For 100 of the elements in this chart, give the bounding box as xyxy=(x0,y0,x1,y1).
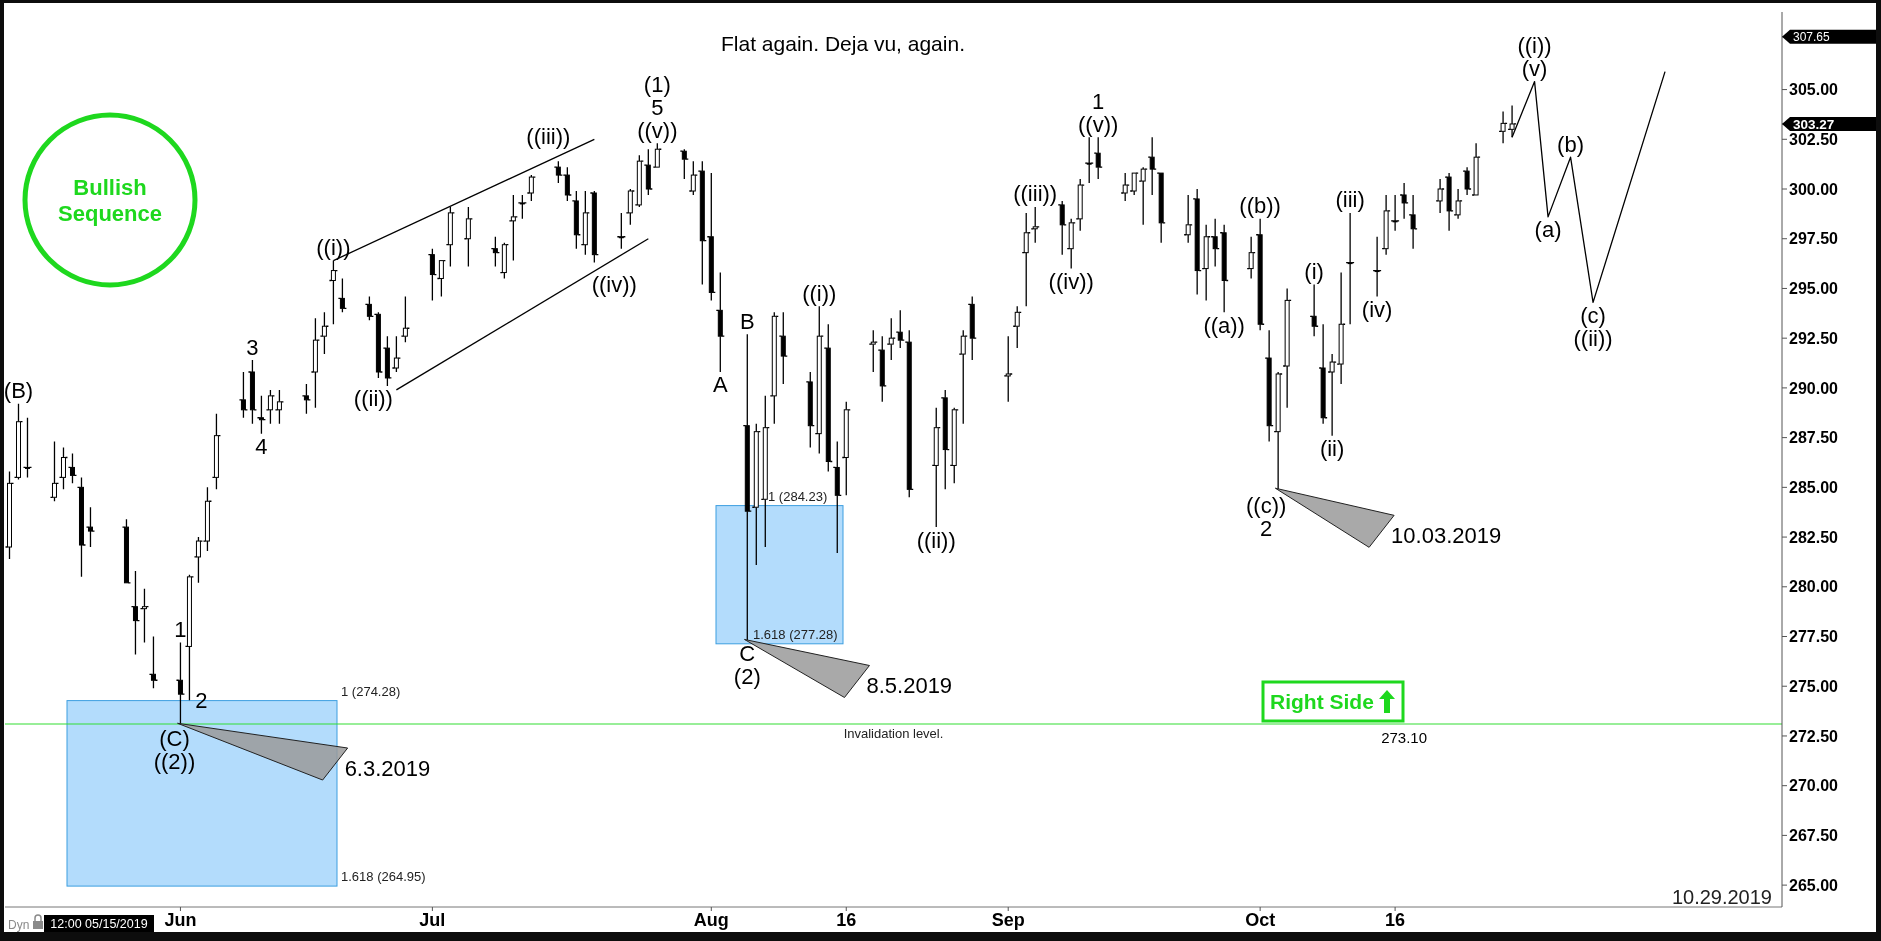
text: Flat again. Deja vu, again. xyxy=(721,31,965,55)
annotation: 2 xyxy=(195,687,208,713)
annotation: ((i)) xyxy=(316,235,351,261)
annotation: ((ii)) xyxy=(916,527,956,553)
y-tick-label: 265.00 xyxy=(1789,876,1839,894)
x-tick-label: 16 xyxy=(836,909,857,930)
annotation: 4 xyxy=(255,434,268,460)
annotation: (iii) xyxy=(1335,187,1365,213)
text: Dyn xyxy=(8,918,30,932)
annotation: (iv) xyxy=(1361,296,1393,322)
candlestick xyxy=(1266,329,1272,443)
candlestick xyxy=(1212,218,1218,268)
annotation: 6.3.2019 xyxy=(344,755,431,781)
annotation: ((b)) xyxy=(1239,193,1281,219)
candlestick xyxy=(510,194,516,262)
candlestick xyxy=(1203,224,1209,302)
annotation: ((c)) xyxy=(1245,492,1287,518)
candlestick xyxy=(582,190,588,256)
candlestick xyxy=(879,335,885,403)
candlestick xyxy=(816,305,822,455)
candlestick xyxy=(492,236,498,268)
candlestick xyxy=(1437,178,1443,214)
candlestick xyxy=(627,188,633,226)
candlestick xyxy=(843,401,849,496)
annotation: 1.618 (264.95) xyxy=(341,869,426,884)
candlestick xyxy=(501,242,507,280)
annotation: ((i)) xyxy=(802,280,837,306)
x-tick-label: Aug xyxy=(693,909,729,930)
y-tick-label: 275.00 xyxy=(1789,677,1839,695)
candlestick xyxy=(528,174,534,202)
candlestick xyxy=(1473,142,1479,196)
candlestick xyxy=(465,206,471,268)
y-tick-label: 307.65 xyxy=(1793,30,1831,45)
candlestick xyxy=(1194,188,1200,296)
candlestick xyxy=(1185,194,1191,244)
annotation: 8.5.2019 xyxy=(866,672,953,698)
candlestick xyxy=(1464,166,1470,196)
candlestick xyxy=(969,295,975,361)
candlestick xyxy=(744,333,750,642)
y-tick-label: 267.50 xyxy=(1789,827,1839,845)
annotation: 1 (284.23) xyxy=(768,488,828,504)
candlestick xyxy=(681,148,687,180)
candlestick xyxy=(564,166,570,202)
candlestick xyxy=(1068,218,1074,270)
candlestick xyxy=(636,154,642,208)
candlestick xyxy=(690,160,696,196)
annotation: (ii) xyxy=(1319,436,1345,462)
candlestick xyxy=(573,190,579,250)
candlestick xyxy=(807,371,813,449)
candlestick xyxy=(1059,200,1065,256)
annotation: (a) xyxy=(1534,217,1562,243)
candlestick xyxy=(1131,172,1137,196)
candlestick xyxy=(1500,110,1506,144)
candlestick xyxy=(1320,323,1326,425)
candlestick xyxy=(1455,188,1461,220)
text: 12:00 05/15/2019 xyxy=(50,916,148,931)
y-tick-label: 287.50 xyxy=(1789,429,1839,447)
annotation: 3 xyxy=(246,334,259,360)
y-tick-label: 302.50 xyxy=(1789,130,1839,148)
candlestick xyxy=(888,317,894,361)
y-tick-label: 305.00 xyxy=(1789,81,1839,99)
candlestick xyxy=(762,395,768,548)
candlestick xyxy=(1275,371,1281,490)
y-tick-label: 277.50 xyxy=(1789,628,1839,646)
candlestick xyxy=(1383,194,1389,256)
x-tick-label: 16 xyxy=(1385,909,1406,930)
candlestick xyxy=(1257,218,1263,331)
candlestick xyxy=(834,440,840,554)
annotation: 10.29.2019 xyxy=(1671,886,1772,908)
candlestick xyxy=(942,389,948,490)
candlestick xyxy=(771,311,777,425)
candlestick xyxy=(1221,224,1227,313)
candlestick xyxy=(906,329,912,498)
y-tick-label: 297.50 xyxy=(1789,230,1839,248)
annotation: (i) xyxy=(1304,258,1324,284)
candlestick xyxy=(1338,271,1344,385)
annotation: (2) xyxy=(733,663,761,689)
candlestick xyxy=(645,148,651,196)
candlestick xyxy=(1122,172,1128,202)
annotation: ((a)) xyxy=(1203,312,1245,338)
y-tick-label: 292.50 xyxy=(1789,329,1839,347)
y-tick-label: 282.50 xyxy=(1789,528,1839,546)
x-tick-label: Oct xyxy=(1245,909,1276,930)
annotation: ((iii)) xyxy=(526,123,571,149)
annotation: ((iv)) xyxy=(591,272,637,298)
candlestick xyxy=(753,423,759,566)
y-tick-label: 303.27 xyxy=(1793,116,1835,132)
annotation: 1 (274.28) xyxy=(341,683,401,699)
candlestick xyxy=(1158,172,1164,244)
candlestick xyxy=(1446,172,1452,232)
annotation: ((iii)) xyxy=(1013,181,1058,207)
y-tick-label: 300.00 xyxy=(1789,180,1839,198)
annotation: Right Side xyxy=(1270,690,1374,713)
candlestick xyxy=(699,160,705,286)
ref-line-label: Invalidation level. xyxy=(843,726,944,742)
candlestick xyxy=(1329,353,1335,437)
annotation: ((ii)) xyxy=(353,386,393,412)
candlestick xyxy=(960,329,966,425)
x-tick-label: Jul xyxy=(419,909,446,930)
candlestick xyxy=(1410,194,1416,250)
